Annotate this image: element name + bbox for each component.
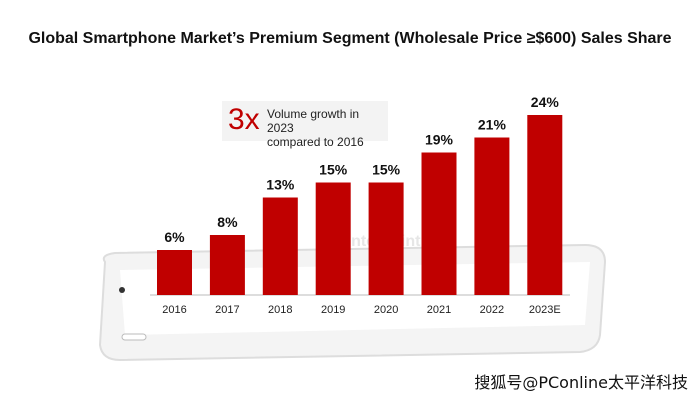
chart-title: Global Smartphone Market’s Premium Segme… <box>28 30 672 47</box>
bar-2023E <box>527 115 563 295</box>
bar-2022 <box>474 137 510 295</box>
data-label-2020: 15% <box>372 162 401 178</box>
bar-2021 <box>421 152 457 295</box>
bar-2018 <box>262 197 298 295</box>
data-label-2021: 19% <box>425 132 454 148</box>
bar-2016 <box>157 250 192 295</box>
data-label-2022: 21% <box>478 117 507 133</box>
x-tick-label-2019: 2019 <box>321 304 345 316</box>
data-label-2023E: 24% <box>531 94 560 110</box>
annotation-multiplier: 3x <box>228 103 260 136</box>
x-tick-label-2017: 2017 <box>215 304 239 316</box>
x-tick-label-2021: 2021 <box>427 304 451 316</box>
annotation-text: Volume growth in 2023 compared to 2016 <box>267 107 388 149</box>
annotation-box: 3x Volume growth in 2023 compared to 201… <box>222 101 388 149</box>
bar-2017 <box>209 235 245 295</box>
x-tick-label-2020: 2020 <box>374 304 398 316</box>
data-label-2016: 6% <box>164 229 185 245</box>
bar-2020 <box>368 182 404 295</box>
data-label-2018: 13% <box>266 177 295 193</box>
x-tick-label-2023E: 2023E <box>529 304 561 316</box>
data-label-2019: 15% <box>319 162 348 178</box>
source-watermark: 搜狐号@PConline太平洋科技 <box>474 373 688 392</box>
x-tick-label-2018: 2018 <box>268 304 292 316</box>
data-label-2017: 8% <box>217 214 238 230</box>
annotation-line-2: compared to 2016 <box>267 135 364 149</box>
annotation-line-1: Volume growth in 2023 <box>267 107 360 135</box>
bar-2019 <box>315 182 351 295</box>
x-tick-label-2016: 2016 <box>162 304 186 316</box>
x-tick-label-2022: 2022 <box>480 304 504 316</box>
